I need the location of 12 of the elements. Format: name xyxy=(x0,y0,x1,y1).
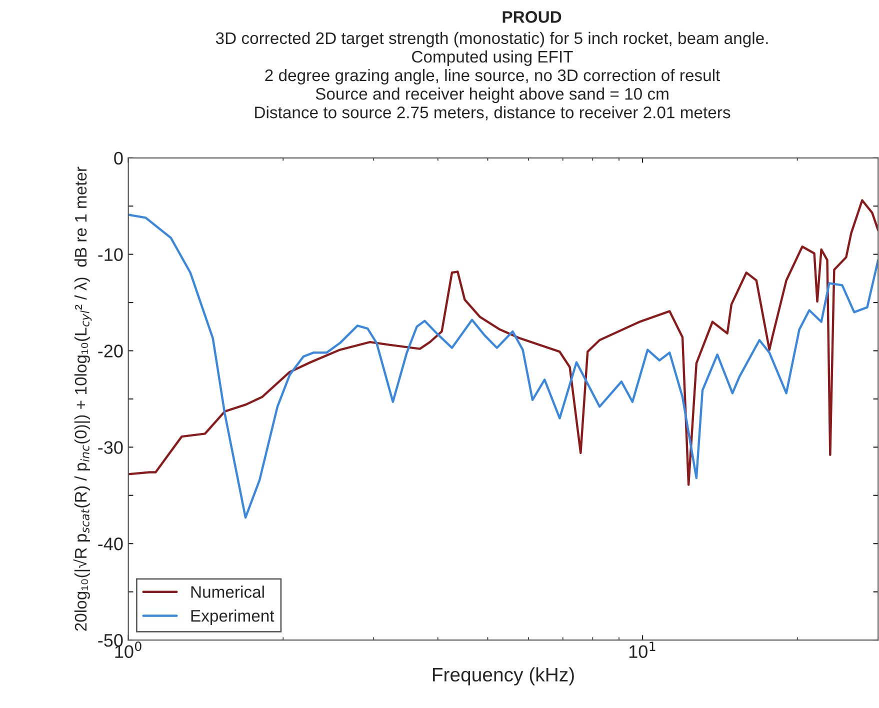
y-tick-label: -20 xyxy=(98,344,123,358)
y-tick-label: -10 xyxy=(98,248,123,262)
y-axis-title: 20log₁₀(|√R p$_{scat}$(R) / p$_{inc}$(0)|) + 10log₁₀(L$_{cyl}$² / λ) dB re 1 meter xyxy=(73,166,92,631)
y-tick-label: -30 xyxy=(98,441,123,454)
chart-subtitle: 3D corrected 2D target strength (monostatic) for 5 inch rocket, beam angle. Computed using EFIT 2 degree grazing angle, line source, no 3D correction of result Source and receiver height above sand = 10 cm Distance to source 2.75 meters, distance to receiver 2.01 meters xyxy=(216,32,768,120)
legend-label: Numerical xyxy=(191,586,264,598)
x-tick-label: 10$^{1}$ xyxy=(629,642,656,658)
y-tick-label: -40 xyxy=(98,538,123,550)
x-axis-title: Frequency (kHz) xyxy=(432,667,574,686)
y-tick-label: 0 xyxy=(114,152,123,165)
legend-label: Experiment xyxy=(191,609,274,626)
chart-title: PROUD xyxy=(502,11,562,23)
